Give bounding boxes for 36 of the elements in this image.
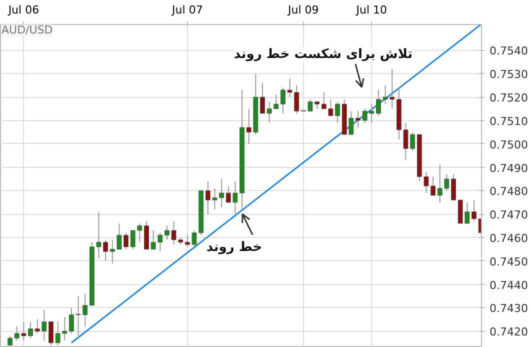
y-tick-label: 0.7450 xyxy=(490,255,528,268)
candlestick xyxy=(430,176,436,196)
candlestick xyxy=(356,110,360,128)
candlestick xyxy=(130,230,136,250)
x-tick-label: Jul 09 xyxy=(287,4,319,16)
candlestick xyxy=(62,316,68,341)
candlestick xyxy=(137,222,142,243)
candlestick xyxy=(260,82,265,114)
candlestick xyxy=(472,200,476,222)
y-tick-label: 0.7480 xyxy=(490,185,528,198)
annotation: تلاش برای شکست خط روند xyxy=(234,47,413,62)
annotation: خط روند xyxy=(206,240,262,255)
y-tick-label: 0.7530 xyxy=(490,68,528,82)
y-tick-label: 0.7440 xyxy=(490,278,528,292)
candlestick xyxy=(144,220,149,250)
candlestick xyxy=(8,335,13,346)
y-tick-label: 0.7510 xyxy=(490,114,528,128)
candlestick xyxy=(28,321,33,339)
candlestick xyxy=(376,90,381,116)
candlestick xyxy=(164,225,170,240)
y-tick-label: 0.7490 xyxy=(490,162,528,175)
y-tick-label: 0.7520 xyxy=(490,92,528,105)
y-tick-label: 0.7420 xyxy=(490,326,528,339)
x-tick-label: Jul 06 xyxy=(7,4,40,16)
candlestick xyxy=(55,321,60,346)
x-tick-label: Jul 07 xyxy=(171,4,203,16)
y-tick-label: 0.7540 xyxy=(490,44,528,58)
y-tick-label: 0.7460 xyxy=(490,232,528,245)
y-tick-label: 0.7470 xyxy=(490,208,528,222)
y-tick-label: 0.7500 xyxy=(490,138,528,152)
y-tick-label: 0.7430 xyxy=(490,302,528,316)
chart-title: AUD/USD xyxy=(2,24,53,36)
candlestick xyxy=(48,321,54,346)
candlestick xyxy=(68,307,74,334)
x-tick-label: Jul 10 xyxy=(355,4,388,16)
candlestick xyxy=(451,174,456,201)
